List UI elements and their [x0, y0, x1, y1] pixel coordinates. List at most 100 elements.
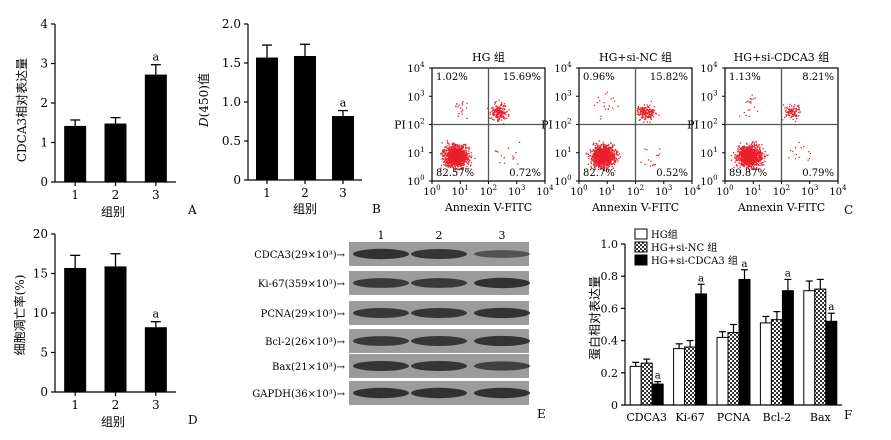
- quadrant-percent-lr: 0.72%: [509, 168, 541, 179]
- blot-row-label: Ki-67(359×10³)→: [258, 279, 346, 290]
- blot-band: [411, 307, 467, 319]
- flow-plot-title: HG+si-NC 组: [599, 50, 672, 64]
- blot-row: Ki-67(359×10³)→: [258, 271, 530, 295]
- bar: [64, 267, 87, 392]
- bar: [256, 57, 278, 180]
- panel-b-xlabel: 组别: [293, 202, 317, 216]
- panel-a-xlabel: 组别: [101, 205, 125, 219]
- quadrant-percent-ul: 1.13%: [729, 72, 761, 83]
- blot-row: PCNA(29×10³)→: [261, 301, 530, 325]
- x-tick-label: Bcl-2: [763, 411, 791, 424]
- bar: [759, 322, 772, 406]
- x-tick-label: 3: [339, 186, 347, 200]
- panel-d-y-axis: 0 5 10 15 20: [33, 227, 55, 399]
- significance-mark: a: [785, 268, 791, 279]
- legend-swatch: [634, 241, 648, 253]
- x-tick-label: 1: [71, 188, 79, 202]
- y-tick-label: 1.0: [222, 95, 241, 109]
- blot-band: [353, 248, 409, 260]
- y-tick-label: 3: [40, 57, 48, 71]
- x-tick-label: Bax: [810, 411, 832, 424]
- y-tick-label: 0.6: [601, 302, 619, 315]
- lane-label: 1: [378, 229, 385, 242]
- panel-e-label: E: [537, 407, 546, 421]
- y-tick-label: 0.8: [601, 270, 619, 283]
- panel-b: D(450)值 0 0.5 1.0 1.5 2.0 1 2 a 3 组别 B: [196, 17, 381, 216]
- blot-band: [411, 278, 467, 288]
- bar: [64, 125, 87, 182]
- bar: [825, 320, 838, 406]
- blot-row-label: PCNA(29×10³)→: [261, 309, 346, 320]
- x-tick-label: 100: [423, 184, 440, 198]
- flow-plot: HG 组 1.02% 15.69% 82.57% 0.72% 100 101 102 103 10…: [394, 50, 554, 214]
- x-tick-label: 104: [829, 184, 847, 198]
- bar: [104, 266, 127, 392]
- x-tick-label: 104: [683, 184, 701, 198]
- significance-mark: a: [340, 97, 347, 110]
- flow-plot: HG+si-NC 组 0.96% 15.82% 82.7% 0.52% 100 101 102…: [541, 50, 701, 214]
- legend-label: HG+si-NC 组: [651, 241, 717, 254]
- y-tick-label: 1: [40, 136, 48, 150]
- y-tick-label: 101: [407, 146, 424, 160]
- bar: [640, 362, 653, 406]
- x-tick-label: 103: [508, 184, 525, 198]
- panel-c-label: C: [844, 203, 853, 217]
- bar: [332, 116, 354, 180]
- blot-band: [353, 336, 409, 346]
- event-dots: [730, 94, 812, 173]
- flow-plot-title: HG+si-CDCA3 组: [734, 50, 830, 64]
- blot-row-label: GAPDH(36×10³)→: [252, 389, 345, 400]
- panel-a: CDCA3相对表达量 0 1 2 3 4 1 2 a 3 组别 A: [15, 17, 197, 219]
- blot-row-label: Bax(21×10³)→: [272, 362, 346, 373]
- bar: [727, 332, 740, 406]
- panel-f-bars: a CDCA3 a Ki-67 a PCNA a Bcl-2 a Bax: [626, 259, 838, 424]
- y-tick-label: 101: [554, 146, 571, 160]
- x-tick-label: Ki-67: [675, 411, 704, 424]
- y-tick-label: 100: [407, 174, 424, 188]
- blot-band: [474, 277, 530, 289]
- y-tick-label: 104: [700, 61, 718, 75]
- y-tick-label: 10: [33, 306, 48, 320]
- bar: [684, 346, 697, 406]
- y-tick-label: 102: [554, 118, 571, 132]
- bar: [629, 365, 642, 406]
- event-dots: [439, 99, 521, 174]
- panel-f: 蛋白相对表达量 0 0.2 0.4 0.6 0.8 1.0 a CDCA3 a Ki-67 a PC…: [587, 228, 852, 424]
- quadrant-percent-ll: 89.87%: [729, 168, 767, 179]
- x-tick-label: 104: [536, 184, 554, 198]
- x-tick-label: 102: [627, 184, 644, 198]
- x-tick-label: 103: [655, 184, 672, 198]
- x-tick-label: 2: [301, 186, 309, 200]
- y-tick-label: 4: [40, 17, 48, 31]
- blot-band: [411, 387, 467, 399]
- y-tick-label: 2: [40, 96, 48, 110]
- x-tick-label: 1: [71, 398, 79, 412]
- panel-f-label: F: [844, 408, 852, 422]
- legend-swatch: [634, 228, 648, 240]
- flow-xlabel: Annexin V-FITC: [444, 201, 532, 214]
- panel-a-y-axis: 0 1 2 3 4: [40, 17, 55, 189]
- y-tick-label: 2.0: [222, 17, 241, 31]
- quadrant-percent-ur: 15.82%: [650, 72, 688, 83]
- x-tick-label: 102: [773, 184, 790, 198]
- flow-ylabel: PI: [394, 119, 406, 132]
- bar: [803, 290, 816, 406]
- panel-f-y-axis: 0 0.2 0.4 0.6 0.8 1.0: [601, 238, 625, 412]
- blot-band: [353, 360, 409, 372]
- y-tick-label: 1.5: [222, 56, 241, 70]
- bar: [716, 336, 729, 406]
- bar: [294, 55, 316, 181]
- x-tick-label: 103: [801, 184, 818, 198]
- y-tick-label: 103: [700, 89, 717, 103]
- flow-plot-title: HG 组: [472, 50, 505, 64]
- legend-label: HG组: [651, 228, 678, 241]
- bar: [144, 74, 167, 182]
- y-tick-label: 102: [407, 118, 424, 132]
- significance-mark: a: [698, 273, 704, 284]
- y-tick-label: 20: [33, 227, 48, 241]
- flow-ylabel: PI: [541, 119, 553, 132]
- blot-band: [411, 248, 467, 260]
- y-tick-label: 0: [40, 175, 48, 189]
